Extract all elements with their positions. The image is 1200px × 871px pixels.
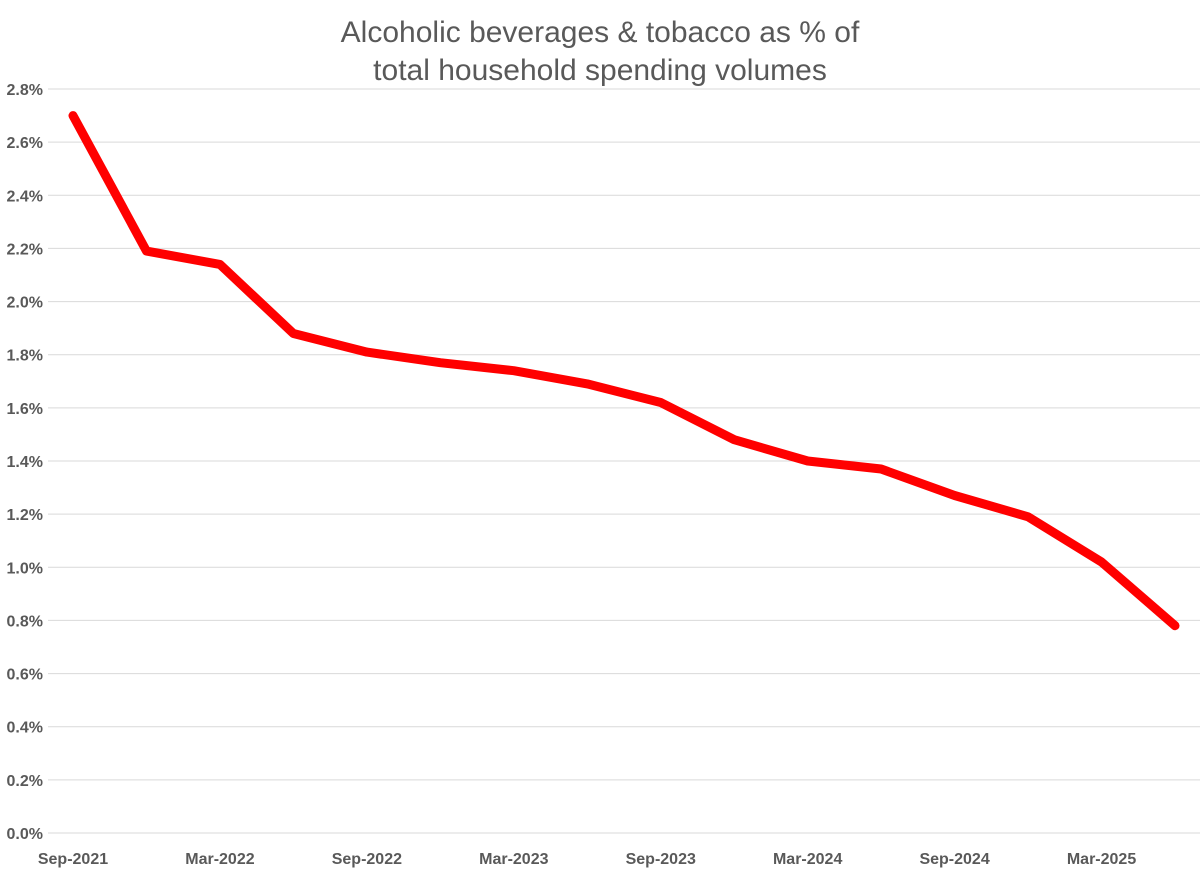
chart-title-line-1: Alcoholic beverages & tobacco as % of — [340, 16, 860, 49]
x-tick-label: Sep-2021 — [38, 851, 108, 868]
y-tick-label: 0.8% — [7, 613, 43, 630]
x-tick-label: Mar-2025 — [1067, 851, 1136, 868]
y-tick-label: 1.2% — [7, 507, 43, 524]
y-tick-label: 2.8% — [7, 82, 43, 99]
y-tick-label: 1.6% — [7, 401, 43, 418]
x-tick-label: Sep-2023 — [626, 851, 696, 868]
chart-title: Alcoholic beverages & tobacco as % of to… — [0, 14, 1200, 90]
y-tick-label: 2.4% — [7, 188, 43, 205]
x-tick-label: Mar-2022 — [185, 851, 254, 868]
x-tick-label: Sep-2022 — [332, 851, 402, 868]
y-tick-label: 0.0% — [7, 826, 43, 843]
y-tick-label: 1.4% — [7, 454, 43, 471]
y-tick-label: 1.8% — [7, 348, 43, 365]
x-tick-label: Sep-2024 — [919, 851, 989, 868]
y-tick-label: 1.0% — [7, 560, 43, 577]
y-tick-label: 0.2% — [7, 773, 43, 790]
y-tick-label: 2.0% — [7, 295, 43, 312]
chart-title-line-2: total household spending volumes — [373, 54, 827, 87]
series-line — [68, 111, 1180, 631]
x-tick-label: Mar-2024 — [773, 851, 842, 868]
y-tick-label: 2.6% — [7, 135, 43, 152]
y-tick-label: 0.4% — [7, 720, 43, 737]
y-tick-label: 0.6% — [7, 667, 43, 684]
y-tick-label: 2.2% — [7, 241, 43, 258]
x-tick-label: Mar-2023 — [479, 851, 548, 868]
